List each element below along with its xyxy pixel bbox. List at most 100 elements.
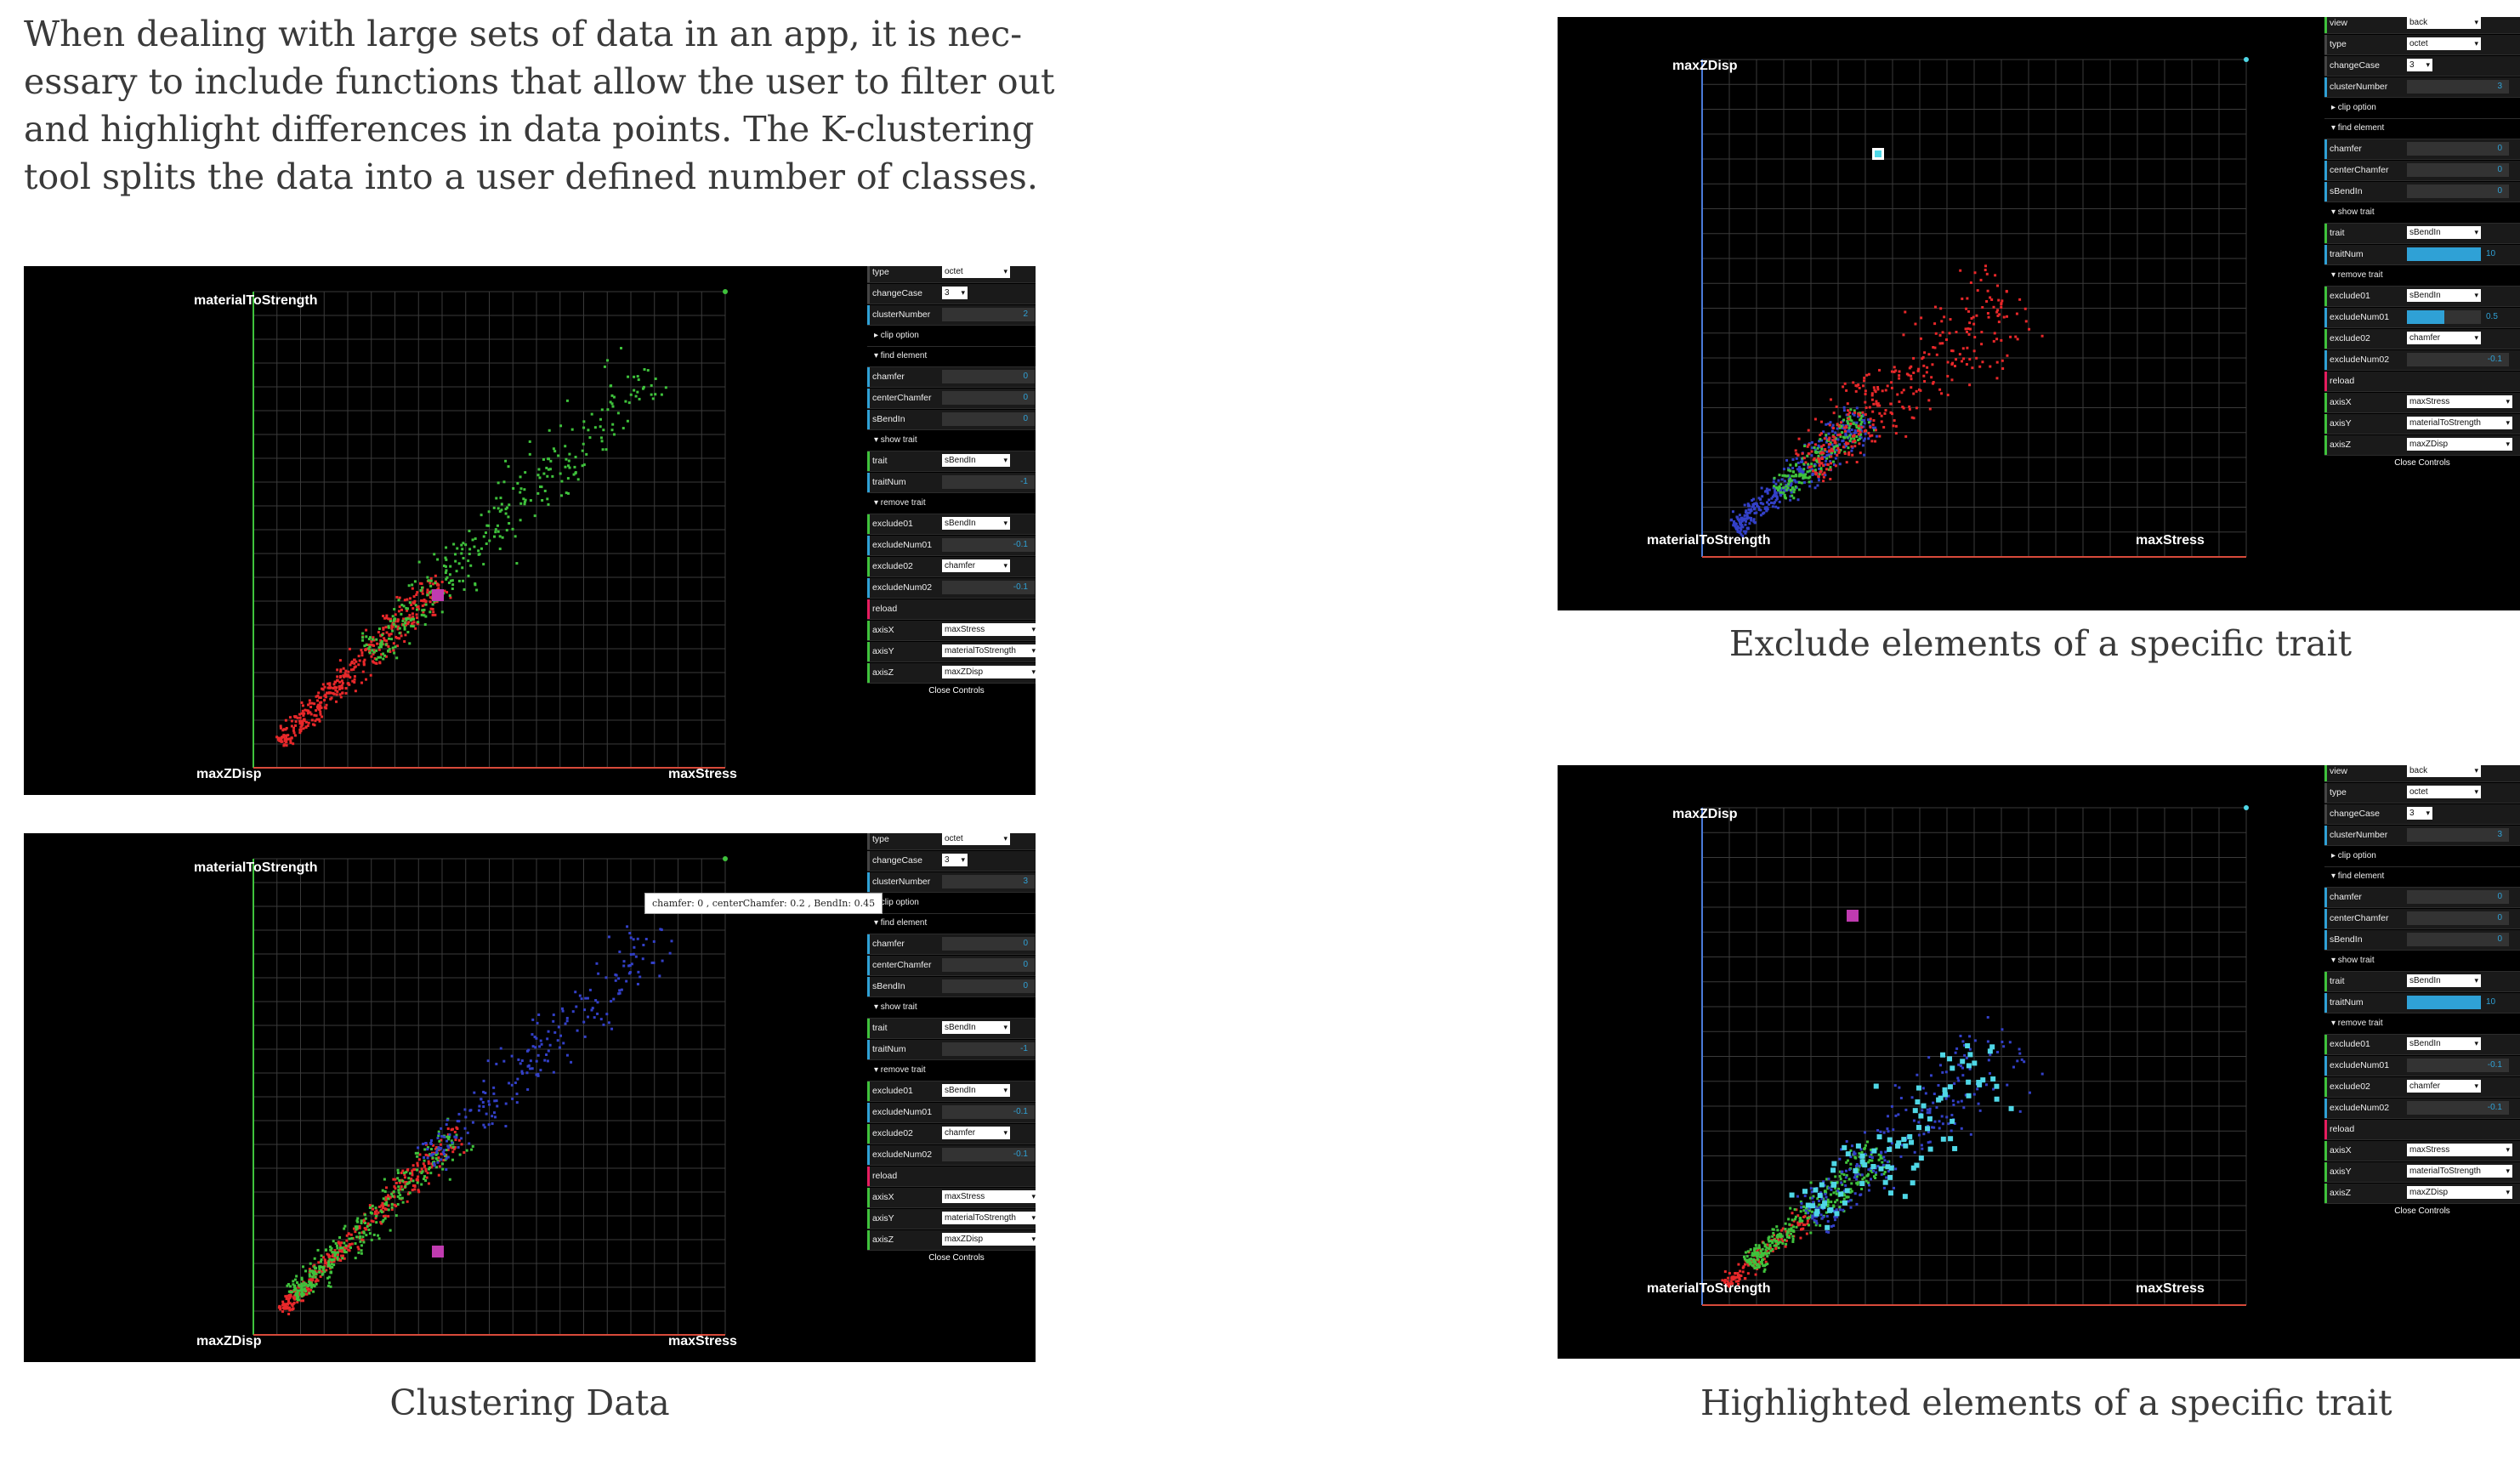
control-row-trait[interactable]: trait sBendIn: [867, 451, 1036, 472]
control-row-exclude01[interactable]: exclude01 sBendIn: [2324, 1035, 2520, 1055]
control-row-chamfer[interactable]: chamfer 0: [2324, 888, 2520, 908]
control-row-traitnum[interactable]: traitNum -1: [867, 473, 1036, 493]
number-input-chamfer[interactable]: 0: [942, 370, 1035, 383]
control-row-exclude01[interactable]: exclude01 sBendIn: [2324, 287, 2520, 307]
dropdown-view[interactable]: back: [2407, 765, 2481, 777]
control-row-sbendin[interactable]: sBendIn 0: [867, 410, 1036, 430]
control-row-remove-trait[interactable]: ▾ remove trait: [867, 1061, 1036, 1081]
control-row-excludenum02[interactable]: excludeNum02 -0.1: [2324, 1099, 2520, 1119]
control-row-changecase[interactable]: changeCase 3: [2324, 804, 2520, 825]
dropdown-type[interactable]: octet: [2407, 37, 2481, 50]
control-row-clip-option[interactable]: ▸ clip option: [867, 326, 1036, 347]
dropdown-changecase[interactable]: 3: [942, 854, 968, 866]
number-input-sbendin[interactable]: 0: [942, 412, 1035, 426]
control-row-axisx[interactable]: axisX maxStress: [867, 621, 1036, 641]
number-input-chamfer[interactable]: 0: [942, 937, 1035, 951]
control-panel[interactable]: typeoctetchangeCase3clusterNumber3▸ clip…: [867, 833, 1036, 1362]
number-input-excludenum01[interactable]: -0.1: [942, 1105, 1035, 1119]
dropdown-exclude02[interactable]: chamfer: [2407, 1080, 2481, 1093]
control-row-changecase[interactable]: changeCase 3: [867, 284, 1036, 304]
control-row-chamfer[interactable]: chamfer 0: [867, 367, 1036, 388]
dropdown-changecase[interactable]: 3: [2407, 807, 2432, 820]
control-row-axisy[interactable]: axisY materialToStrength: [867, 642, 1036, 662]
control-row-trait[interactable]: trait sBendIn: [2324, 972, 2520, 992]
highlight-trait-panel[interactable]: maxZDisp materialToStrength maxStress view…: [1558, 765, 2520, 1359]
control-row-excludenum02[interactable]: excludeNum02 -0.1: [867, 578, 1036, 599]
dropdown-axisx[interactable]: maxStress: [2407, 395, 2512, 408]
dropdown-exclude02[interactable]: chamfer: [2407, 332, 2481, 344]
number-input-clusternumber[interactable]: 3: [942, 875, 1035, 888]
number-input-sbendin[interactable]: 0: [2407, 933, 2509, 946]
control-row-clusternumber[interactable]: clusterNumber 3: [867, 872, 1036, 893]
dropdown-exclude02[interactable]: chamfer: [942, 1127, 1010, 1139]
control-row-remove-trait[interactable]: ▾ remove trait: [867, 494, 1036, 514]
control-row-view[interactable]: view back: [2324, 17, 2520, 34]
dropdown-axisz[interactable]: maxZDisp: [2407, 1186, 2512, 1199]
clustering-panel-3-classes[interactable]: materialToStrength maxZDisp maxStress type…: [24, 833, 1036, 1362]
control-row-exclude02[interactable]: exclude02 chamfer: [2324, 1077, 2520, 1098]
exclude-trait-panel[interactable]: maxZDisp materialToStrength maxStress view…: [1558, 17, 2520, 610]
number-input-traitnum[interactable]: -1: [942, 1042, 1035, 1056]
number-input-centerchamfer[interactable]: 0: [942, 958, 1035, 972]
control-row-exclude02[interactable]: exclude02 chamfer: [2324, 329, 2520, 349]
control-row-axisx[interactable]: axisX maxStress: [2324, 393, 2520, 413]
dropdown-type[interactable]: octet: [942, 833, 1010, 845]
number-input-sbendin[interactable]: 0: [942, 979, 1035, 993]
control-row-show-trait[interactable]: ▾ show trait: [2324, 203, 2520, 224]
control-row-show-trait[interactable]: ▾ show trait: [867, 998, 1036, 1019]
dropdown-axisz[interactable]: maxZDisp: [942, 666, 1036, 678]
number-input-excludenum02[interactable]: -0.1: [942, 581, 1035, 594]
close-controls-button[interactable]: Close Controls: [928, 686, 985, 695]
dropdown-axisx[interactable]: maxStress: [2407, 1144, 2512, 1156]
control-row-exclude02[interactable]: exclude02 chamfer: [867, 557, 1036, 577]
dropdown-axisx[interactable]: maxStress: [942, 1190, 1036, 1203]
control-row-remove-trait[interactable]: ▾ remove trait: [2324, 1014, 2520, 1035]
dropdown-axisy[interactable]: materialToStrength: [942, 644, 1036, 657]
control-row-type[interactable]: type octet: [2324, 783, 2520, 803]
control-row-clip-option[interactable]: ▸ clip option: [2324, 99, 2520, 119]
close-controls-button[interactable]: Close Controls: [2394, 458, 2450, 468]
close-controls-button[interactable]: Close Controls: [928, 1253, 985, 1263]
number-input-clusternumber[interactable]: 3: [2407, 828, 2509, 842]
slider-excludenum01[interactable]: [2407, 310, 2481, 324]
control-row-changecase[interactable]: changeCase 3: [2324, 56, 2520, 77]
control-row-sbendin[interactable]: sBendIn 0: [2324, 930, 2520, 951]
control-row-axisy[interactable]: axisY materialToStrength: [2324, 1162, 2520, 1183]
dropdown-type[interactable]: octet: [942, 266, 1010, 278]
control-row-show-trait[interactable]: ▾ show trait: [867, 431, 1036, 451]
dropdown-axisy[interactable]: materialToStrength: [2407, 1165, 2512, 1178]
control-row-clusternumber[interactable]: clusterNumber 3: [2324, 77, 2520, 98]
control-panel[interactable]: viewbacktypeoctetchangeCase3clusterNumbe…: [2324, 17, 2520, 610]
number-input-excludenum02[interactable]: -0.1: [2407, 353, 2509, 366]
dropdown-trait[interactable]: sBendIn: [2407, 974, 2481, 987]
dropdown-changecase[interactable]: 3: [2407, 59, 2432, 71]
dropdown-axisz[interactable]: maxZDisp: [2407, 438, 2512, 451]
control-row-trait[interactable]: trait sBendIn: [867, 1019, 1036, 1039]
control-row-traitnum[interactable]: traitNum -1: [867, 1040, 1036, 1060]
dropdown-exclude02[interactable]: chamfer: [942, 559, 1010, 572]
dropdown-trait[interactable]: sBendIn: [942, 454, 1010, 467]
number-input-centerchamfer[interactable]: 0: [2407, 163, 2509, 177]
number-input-centerchamfer[interactable]: 0: [2407, 911, 2509, 925]
control-row-excludenum01[interactable]: excludeNum01 -0.1: [867, 1103, 1036, 1123]
control-row-changecase[interactable]: changeCase 3: [867, 851, 1036, 871]
control-row-find-element[interactable]: ▾ find element: [2324, 119, 2520, 139]
dropdown-view[interactable]: back: [2407, 17, 2481, 29]
dropdown-type[interactable]: octet: [2407, 786, 2481, 798]
control-row-exclude01[interactable]: exclude01 sBendIn: [867, 1081, 1036, 1102]
control-row-axisz[interactable]: axisZ maxZDisp: [2324, 435, 2520, 456]
control-row-excludenum02[interactable]: excludeNum02 -0.1: [867, 1145, 1036, 1166]
control-row-traitnum[interactable]: traitNum 10: [2324, 993, 2520, 1013]
dropdown-axisx[interactable]: maxStress: [942, 623, 1036, 636]
control-row-show-trait[interactable]: ▾ show trait: [2324, 951, 2520, 972]
number-input-sbendin[interactable]: 0: [2407, 185, 2509, 198]
control-row-excludenum02[interactable]: excludeNum02 -0.1: [2324, 350, 2520, 371]
control-row-axisy[interactable]: axisY materialToStrength: [2324, 414, 2520, 434]
control-row-excludenum01[interactable]: excludeNum01 0.5: [2324, 308, 2520, 328]
dropdown-trait[interactable]: sBendIn: [2407, 226, 2481, 239]
scatter-plot[interactable]: materialToStrength maxZDisp maxStress: [24, 266, 1036, 795]
control-row-type[interactable]: type octet: [867, 833, 1036, 850]
control-row-find-element[interactable]: ▾ find element: [867, 347, 1036, 367]
dropdown-axisz[interactable]: maxZDisp: [942, 1233, 1036, 1246]
control-row-excludenum01[interactable]: excludeNum01 -0.1: [2324, 1056, 2520, 1076]
